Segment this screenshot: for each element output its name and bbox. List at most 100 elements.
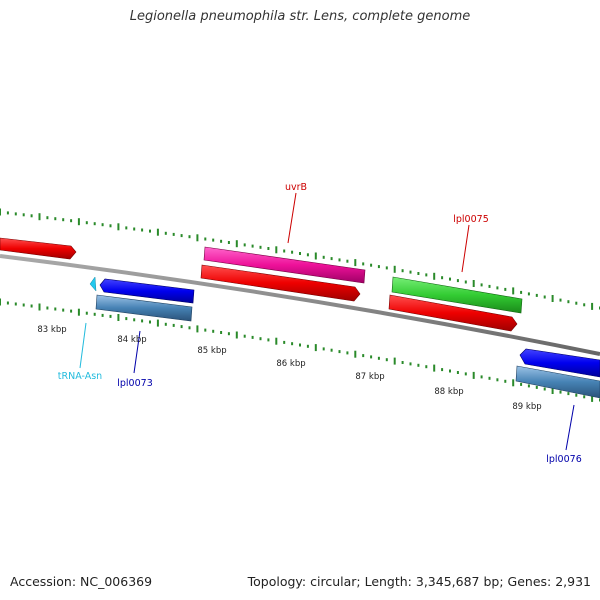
inner-minor-tick [338,350,341,354]
outer-major-tick [275,246,278,254]
label-leaders [79,192,575,451]
outer-minor-tick [385,266,388,270]
lpl0075-leader [461,224,470,273]
outer-minor-tick [220,239,223,243]
outer-major-tick [551,295,554,302]
inner-minor-tick [330,348,333,352]
inner-minor-tick [543,387,546,391]
inner-minor-tick [480,375,483,379]
inner-minor-tick [6,301,9,305]
inner-minor-tick [520,382,523,386]
inner-minor-tick [456,371,459,374]
inner-major-tick [38,303,41,311]
outer-major-tick [433,272,436,280]
outer-minor-tick [188,235,191,239]
inner-minor-tick [149,320,151,324]
inner-major-tick [0,298,1,306]
lpl0076-feature[interactable] [519,348,600,378]
outer-minor-tick [85,221,88,225]
outer-minor-tick [527,292,530,296]
inner-major-tick [354,350,357,358]
outer-minor-tick [322,255,325,259]
lpl0076-label[interactable]: lpl0076 [546,454,582,465]
outer-minor-tick [346,259,349,263]
inner-minor-tick [401,361,404,364]
trna-asn-label[interactable]: tRNA-Asn [58,371,102,382]
cds-steel-right-feature[interactable] [515,365,600,399]
lpl0073-leader [133,330,141,374]
cds-red-mid-feature[interactable] [200,264,361,302]
inner-minor-tick [251,335,254,339]
outer-minor-tick [30,214,33,218]
outer-minor-tick [338,258,341,262]
outer-minor-tick [377,265,380,269]
outer-minor-tick [141,228,144,232]
outer-major-tick [235,240,238,248]
outer-minor-tick [267,247,270,250]
inner-minor-tick [220,331,223,334]
inner-minor-tick [299,343,301,347]
outer-minor-tick [283,249,286,253]
scale-label-88kbp: 88 kbp [434,387,463,397]
inner-major-tick [314,344,317,352]
outer-major-tick [472,280,475,287]
outer-minor-tick [543,295,546,299]
cds-red-left-feature[interactable] [0,237,77,260]
outer-minor-tick [14,212,17,216]
uvrB-label[interactable]: uvrB [285,182,307,193]
outer-major-tick [156,228,159,236]
cds-red-right-feature[interactable] [388,294,518,332]
outer-minor-tick [291,250,294,254]
genome-summary-text: Topology: circular; Length: 3,345,687 bp… [247,574,591,589]
outer-minor-tick [583,303,586,307]
inner-major-tick [433,364,436,372]
outer-major-tick [38,213,41,221]
outer-major-tick [354,259,357,267]
outer-minor-tick [149,229,151,233]
inner-minor-tick [464,372,467,376]
outer-minor-tick [425,273,428,277]
inner-minor-tick [291,342,294,346]
inner-minor-tick [85,311,88,315]
outer-minor-tick [93,222,96,226]
outer-minor-tick [212,238,215,242]
outer-minor-tick [54,217,57,221]
inner-minor-tick [267,338,270,342]
outer-minor-tick [22,213,25,217]
inner-minor-tick [575,393,578,397]
inner-minor-tick [227,332,230,336]
lpl0075-label[interactable]: lpl0075 [453,214,489,225]
lpl0073-label[interactable]: lpl0073 [117,378,153,389]
outer-minor-tick [330,257,333,261]
uvrB-leader [287,192,297,244]
inner-minor-tick [409,362,412,366]
inner-major-tick [512,379,515,387]
outer-minor-tick [62,218,65,222]
outer-minor-tick [441,276,444,280]
inner-minor-tick [46,306,49,310]
inner-minor-tick [441,368,444,372]
scale-label-83kbp: 83 kbp [37,325,66,335]
outer-minor-tick [504,287,507,291]
outer-minor-tick [172,232,175,236]
lpl0073-feature[interactable] [99,278,195,304]
inner-major-tick [275,337,278,345]
inner-minor-tick [377,356,380,360]
outer-minor-tick [259,245,262,249]
inner-minor-tick [283,340,286,344]
scale-label-85kbp: 85 kbp [197,346,226,356]
scale-labels: 83 kbp 84 kbp 85 kbp 86 kbp 87 kbp 88 kb… [37,325,541,412]
lpl0075-feature[interactable] [391,276,523,314]
outer-minor-tick [46,216,49,220]
inner-minor-tick [362,354,365,358]
cds-steel-left-feature[interactable] [95,294,193,322]
outer-minor-tick [496,286,499,290]
inner-minor-tick [188,326,191,330]
inner-minor-tick [322,347,325,351]
inner-minor-tick [125,317,128,321]
uvrB-feature[interactable] [203,246,366,284]
inner-major-tick [196,325,199,333]
inner-minor-tick [259,337,262,341]
trna-asn-feature[interactable] [89,276,97,292]
